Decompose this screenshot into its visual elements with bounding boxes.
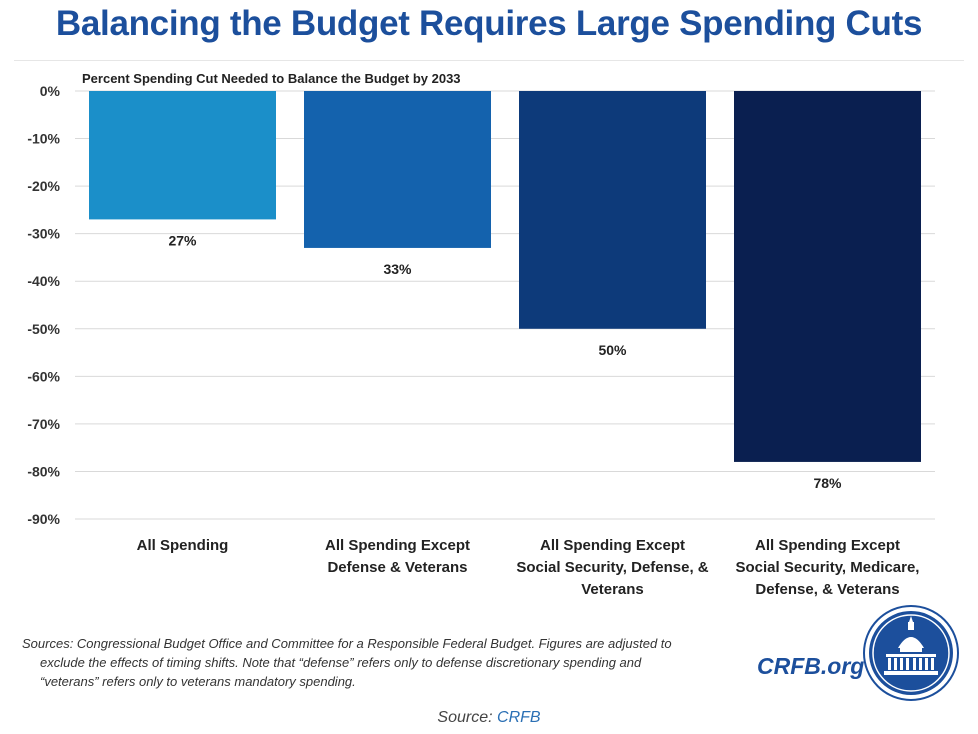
bar bbox=[304, 91, 491, 248]
x-category-label: All Spending Except bbox=[325, 537, 470, 554]
title-divider bbox=[14, 60, 964, 61]
brand-link[interactable]: CRFB.org bbox=[757, 653, 865, 679]
source-caption: Source: CRFB bbox=[0, 709, 978, 727]
y-tick-label: -10% bbox=[27, 131, 60, 147]
y-tick-label: 0% bbox=[40, 83, 61, 99]
x-category-label: Social Security, Medicare, bbox=[736, 559, 920, 576]
source-prefix: Source: bbox=[437, 709, 498, 726]
y-tick-label: -80% bbox=[27, 463, 60, 479]
y-tick-label: -40% bbox=[27, 273, 60, 289]
bar bbox=[519, 91, 706, 329]
x-category-label: All Spending bbox=[137, 537, 229, 554]
y-tick-label: -50% bbox=[27, 321, 60, 337]
data-label: 33% bbox=[383, 261, 412, 277]
data-label: 50% bbox=[598, 342, 627, 358]
sources-line: exclude the effects of timing shifts. No… bbox=[40, 655, 642, 670]
x-category-label: Social Security, Defense, & bbox=[516, 559, 708, 576]
x-category-label: All Spending Except bbox=[540, 537, 685, 554]
y-tick-label: -30% bbox=[27, 226, 60, 242]
x-category-label: Veterans bbox=[581, 581, 644, 598]
y-tick-label: -90% bbox=[27, 511, 60, 527]
capitol-seal-icon bbox=[863, 605, 959, 701]
bar-chart: Percent Spending Cut Needed to Balance t… bbox=[27, 71, 935, 598]
source-link[interactable]: CRFB bbox=[497, 709, 541, 726]
data-label: 78% bbox=[813, 475, 842, 491]
chart-title: Percent Spending Cut Needed to Balance t… bbox=[82, 71, 461, 86]
title-band: Balancing the Budget Requires Large Spen… bbox=[0, 0, 978, 58]
data-label: 27% bbox=[168, 232, 197, 248]
x-category-label: Defense, & Veterans bbox=[755, 581, 899, 598]
page-title: Balancing the Budget Requires Large Spen… bbox=[55, 4, 923, 43]
x-category-label: Defense & Veterans bbox=[327, 559, 467, 576]
sources-line: Sources: Congressional Budget Office and… bbox=[22, 636, 672, 651]
x-category-label: All Spending Except bbox=[755, 537, 900, 554]
sources-line: “veterans” refers only to veterans manda… bbox=[40, 674, 356, 689]
sources-note: Sources: Congressional Budget Office and… bbox=[22, 634, 742, 691]
y-tick-label: -20% bbox=[27, 178, 60, 194]
y-tick-label: -70% bbox=[27, 416, 60, 432]
bar bbox=[89, 91, 276, 220]
y-tick-label: -60% bbox=[27, 368, 60, 384]
bar bbox=[734, 91, 921, 462]
